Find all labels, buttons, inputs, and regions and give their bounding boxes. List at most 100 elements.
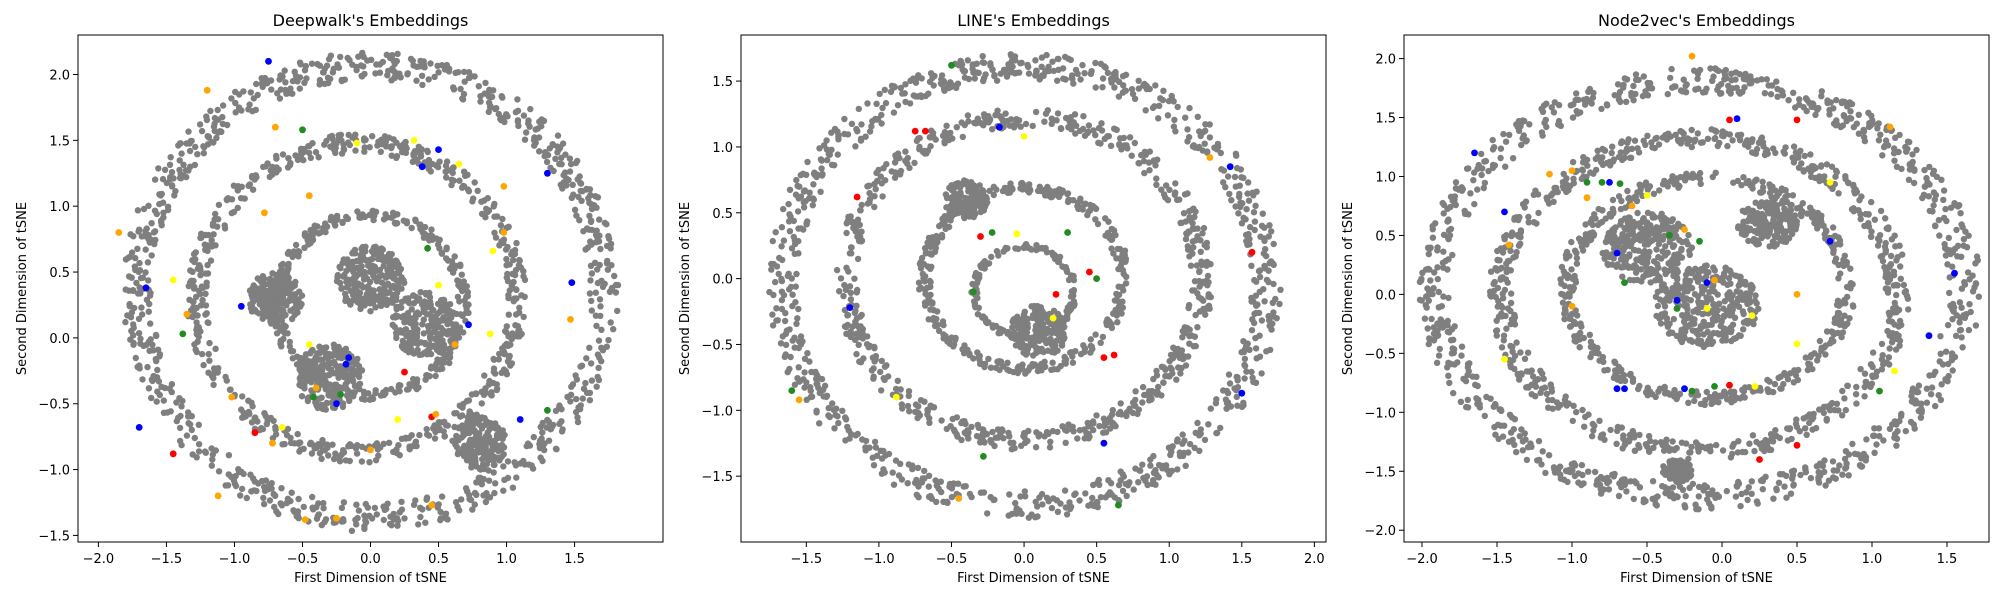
background-point [391,73,398,81]
background-point [950,480,958,488]
background-point [338,77,345,85]
background-point [1064,190,1071,198]
background-point [151,228,159,235]
background-point [981,203,989,210]
background-point [897,84,904,92]
background-point [933,232,940,240]
background-point [491,229,498,236]
background-point [335,343,342,351]
background-point [209,451,216,458]
background-point [471,501,478,508]
background-point [554,132,562,139]
background-point [344,259,351,266]
background-point [1001,184,1009,192]
background-point [1226,190,1233,198]
background-point [385,67,392,75]
background-point [410,350,417,357]
highlight-point [500,183,508,190]
background-point [514,96,521,103]
background-point [808,368,815,376]
background-point [344,215,352,223]
background-point [1095,476,1103,484]
background-point [455,436,462,443]
background-point [1077,76,1084,83]
background-point [394,211,401,218]
background-point [853,125,860,133]
highlight-point [333,400,340,408]
background-point [1214,140,1222,148]
background-point [1115,481,1123,489]
background-point [176,174,184,182]
background-point [427,60,434,67]
background-point [1099,333,1107,341]
background-point [191,434,198,442]
background-point [1022,351,1030,358]
background-point [264,160,271,167]
background-point [1061,323,1068,331]
background-point [800,204,808,211]
background-point [297,373,304,380]
background-point [425,76,432,83]
background-point [532,126,539,133]
background-point [1176,452,1184,460]
background-point [512,109,520,116]
background-point [916,146,923,153]
background-point [943,204,950,211]
background-point [794,315,801,322]
background-point [269,296,277,303]
background-point [194,151,201,158]
background-point [1151,388,1159,396]
background-point [391,60,398,67]
background-point [989,428,996,436]
background-point [536,440,544,447]
background-point [180,161,187,168]
background-point [593,233,600,240]
background-point [325,55,333,63]
background-point [857,228,864,235]
background-point [279,283,286,290]
background-point [509,484,517,491]
background-point [980,59,988,66]
background-point [539,429,546,436]
background-point [1009,324,1016,331]
background-point [929,300,936,307]
background-point [611,272,618,280]
background-point [262,412,269,420]
background-point [232,482,240,490]
background-point [434,241,442,248]
background-point [395,384,402,391]
background-point [449,269,457,276]
background-point [1018,180,1025,188]
background-point [1061,487,1069,494]
background-point [135,315,143,323]
axes-frame [740,34,1327,543]
background-point [1049,348,1056,356]
background-point [1231,173,1239,181]
background-point [1049,359,1056,366]
background-point [492,234,500,241]
background-point [807,387,814,394]
background-point [478,481,485,488]
background-point [392,220,399,227]
background-point [499,435,506,442]
background-point [449,437,456,444]
background-point [230,477,238,484]
background-point [1196,283,1203,290]
background-point [434,504,441,511]
background-point [873,100,880,108]
background-point [361,148,368,155]
background-point [420,316,427,323]
background-point [193,324,201,331]
highlight-point [451,341,459,348]
background-point [408,224,415,232]
background-point [368,268,375,275]
background-point [816,420,823,427]
background-point [1098,120,1105,127]
background-point [518,292,525,299]
highlight-point [418,163,426,171]
background-point [803,396,810,403]
background-point [910,75,917,82]
background-point [578,362,586,369]
background-point [1061,53,1069,61]
background-point [552,445,560,452]
